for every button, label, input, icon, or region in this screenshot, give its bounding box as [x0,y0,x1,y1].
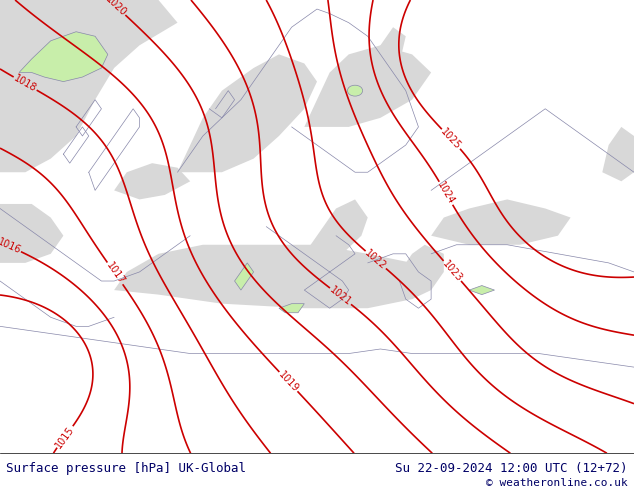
Polygon shape [602,127,634,181]
Polygon shape [114,245,431,308]
Polygon shape [393,245,444,299]
Polygon shape [0,0,178,172]
Text: 1020: 1020 [103,0,128,18]
Text: 1022: 1022 [363,248,389,271]
Polygon shape [469,286,495,294]
Text: © weatheronline.co.uk: © weatheronline.co.uk [486,478,628,488]
Polygon shape [368,27,406,81]
Polygon shape [304,199,368,272]
Text: 1023: 1023 [441,258,464,284]
Text: 1025: 1025 [439,126,463,151]
Polygon shape [19,32,108,81]
Polygon shape [431,199,571,245]
Text: 1021: 1021 [328,285,353,308]
Polygon shape [304,46,431,127]
Polygon shape [279,304,304,313]
Text: 1017: 1017 [104,261,126,286]
Text: 1024: 1024 [436,180,456,206]
Text: 1016: 1016 [0,237,22,256]
Text: 1019: 1019 [276,369,301,394]
Polygon shape [178,54,317,172]
Polygon shape [114,163,190,199]
Polygon shape [235,263,254,290]
Text: 1018: 1018 [12,73,38,94]
Text: 1015: 1015 [54,424,76,450]
Circle shape [347,85,363,96]
Polygon shape [0,204,63,263]
Text: Su 22-09-2024 12:00 UTC (12+72): Su 22-09-2024 12:00 UTC (12+72) [395,463,628,475]
Text: Surface pressure [hPa] UK-Global: Surface pressure [hPa] UK-Global [6,463,247,475]
